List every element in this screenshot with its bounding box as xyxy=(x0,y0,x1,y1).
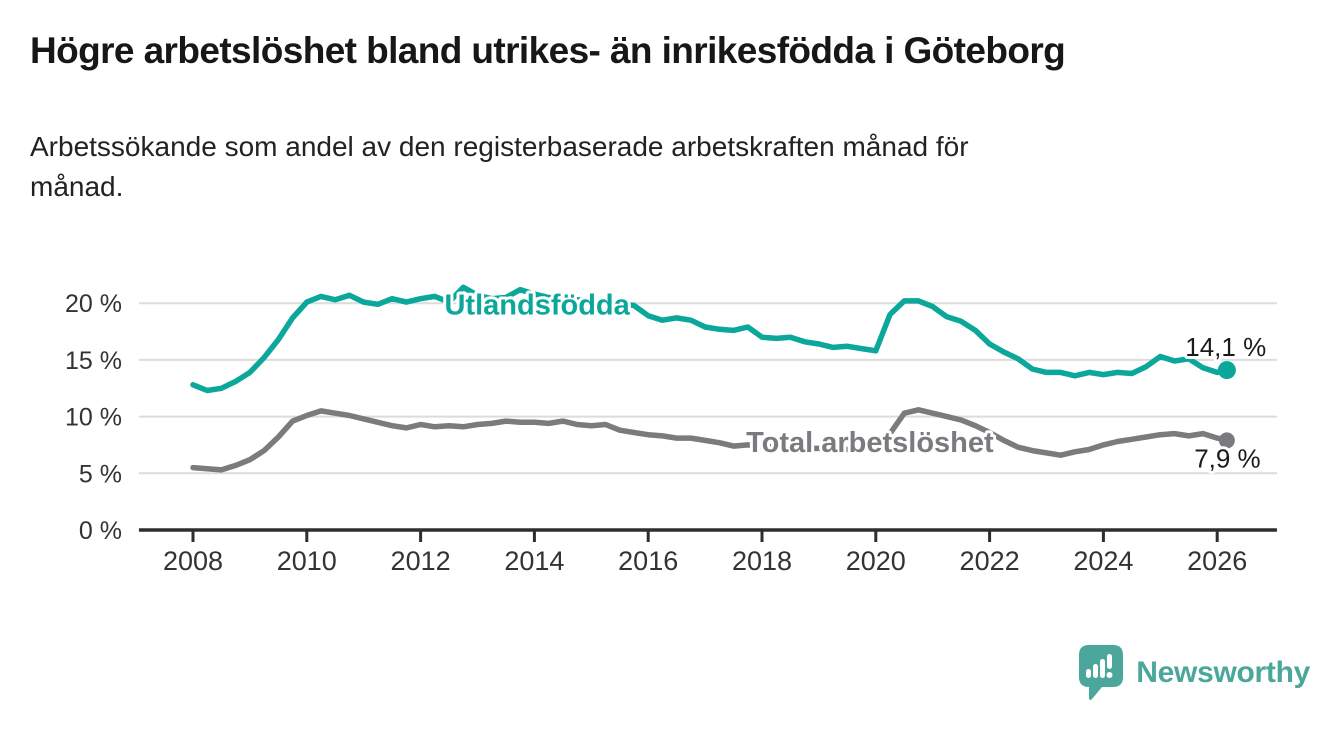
y-axis-tick-label: 5 % xyxy=(79,460,122,488)
logo-exclamation-dot xyxy=(1106,672,1113,678)
x-axis-tick-label: 2018 xyxy=(732,546,792,576)
newsworthy-logo-icon xyxy=(1079,645,1124,701)
x-axis-tick-label: 2012 xyxy=(391,546,451,576)
x-axis-tick-label: 2008 xyxy=(163,546,223,576)
series-end-dot-total-arbetsloshet xyxy=(1218,432,1235,449)
logo-bar-3 xyxy=(1100,659,1106,678)
series-label-utlandsfodda: Utlandsfödda xyxy=(444,290,630,322)
series-line-total-arbetsloshet xyxy=(190,407,1230,473)
y-axis-tick-label: 10 % xyxy=(65,404,122,432)
logo-exclamation-bar xyxy=(1107,654,1113,669)
series-end-dot-utlandsfodda xyxy=(1217,361,1236,380)
logo-bar-1 xyxy=(1086,669,1092,678)
y-axis-tick-label: 20 % xyxy=(65,290,122,318)
x-axis-tick-label: 2016 xyxy=(618,546,678,576)
subtitle-line-2: månad. xyxy=(30,170,124,202)
newsworthy-logo: Newsworthy xyxy=(1078,644,1310,702)
chart-subtitle: Arbetssökande som andel av den registerb… xyxy=(30,127,1250,207)
series-label-total-arbetsloshet: Total arbetslöshet xyxy=(746,427,994,459)
x-axis-tick-label: 2010 xyxy=(277,546,337,576)
y-axis-tick-label: 15 % xyxy=(65,347,122,375)
subtitle-line-1: Arbetssökande som andel av den registerb… xyxy=(30,131,969,162)
series-end-value-total-arbetsloshet: 7,9 % xyxy=(1194,444,1261,474)
page-title: Högre arbetslöshet bland utrikes- än inr… xyxy=(30,30,1066,71)
y-axis-tick-label: 0 % xyxy=(79,517,122,545)
x-axis-tick-label: 2022 xyxy=(960,546,1020,576)
series-line-utlandsfodda xyxy=(190,284,1230,394)
x-axis-tick-label: 2020 xyxy=(846,546,906,576)
newsworthy-wordmark: Newsworthy xyxy=(1136,656,1310,689)
x-axis-tick-label: 2026 xyxy=(1187,546,1247,576)
logo-bar-2 xyxy=(1093,664,1099,678)
x-axis-tick-label: 2024 xyxy=(1073,546,1133,576)
series-end-value-utlandsfodda: 14,1 % xyxy=(1185,332,1266,362)
x-axis-tick-label: 2014 xyxy=(504,546,564,576)
